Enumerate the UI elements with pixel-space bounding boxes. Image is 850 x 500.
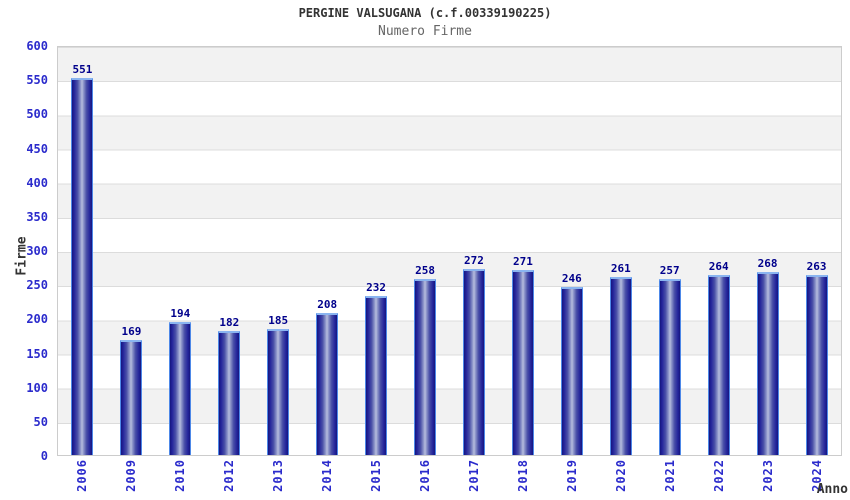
x-tick-label: 2020 — [614, 459, 629, 492]
bar-group: 208 — [303, 47, 352, 455]
x-tick-label: 2012 — [221, 459, 236, 492]
x-tick-label: 2010 — [172, 459, 187, 492]
bar-group: 264 — [694, 47, 743, 455]
x-tick-label: 2013 — [270, 459, 285, 492]
x-tick-cell: 2014 — [302, 459, 351, 492]
bar — [462, 269, 485, 455]
y-tick-label: 0 — [40, 449, 48, 463]
x-tick-cell: 2010 — [155, 459, 204, 492]
bar — [316, 312, 339, 455]
x-tick-cell: 2006 — [57, 459, 106, 492]
bar-group: 194 — [156, 47, 205, 455]
bar — [658, 279, 681, 455]
y-tick-label: 200 — [26, 312, 48, 327]
bar-group: 263 — [792, 47, 841, 455]
bar — [609, 276, 632, 455]
x-tick-cell: 2022 — [695, 459, 744, 492]
bar-value-label: 194 — [170, 307, 191, 321]
bar-group: 232 — [352, 47, 401, 455]
x-tick-cell: 2017 — [450, 459, 499, 492]
bar-value-label: 271 — [512, 254, 533, 268]
bar-value-label: 169 — [121, 324, 142, 338]
x-tick-cell: 2023 — [744, 459, 793, 492]
x-tick-cell: 2015 — [351, 459, 400, 492]
x-tick-cell: 2018 — [499, 459, 548, 492]
bar-value-label: 232 — [366, 281, 387, 295]
x-axis-title: Anno — [816, 482, 848, 497]
bar — [560, 286, 583, 455]
bar-group: 185 — [254, 47, 303, 455]
bar-value-label: 208 — [317, 297, 338, 311]
chart-subtitle: Numero Firme — [378, 24, 472, 39]
bar-group: 169 — [107, 47, 156, 455]
chart-title: PERGINE VALSUGANA (c.f.00339190225) — [298, 6, 552, 20]
x-tick-cell: 2012 — [204, 459, 253, 492]
x-tick-label: 2017 — [467, 459, 482, 492]
bar — [805, 275, 828, 455]
bar-value-label: 263 — [806, 260, 827, 274]
x-tick-label: 2018 — [516, 459, 531, 492]
x-tick-label: 2006 — [74, 459, 89, 492]
x-tick-label: 2019 — [565, 459, 580, 492]
x-tick-label: 2009 — [123, 459, 138, 492]
bar-value-label: 264 — [708, 259, 729, 273]
bar — [365, 296, 388, 455]
x-tick-cell: 2013 — [253, 459, 302, 492]
bar — [707, 274, 730, 455]
x-tick-cell: 2020 — [597, 459, 646, 492]
bar — [756, 271, 779, 455]
bar — [71, 78, 94, 455]
x-axis-tick-labels: 2006 2009 2010 2012 2013 2014 2015 2016 2017 2018… — [57, 459, 842, 492]
bar-group: 271 — [498, 47, 547, 455]
bar-value-label: 257 — [659, 264, 680, 278]
x-tick-label: 2015 — [368, 459, 383, 492]
x-tick-label: 2023 — [761, 459, 776, 492]
y-tick-label: 150 — [26, 346, 48, 361]
x-tick-label: 2021 — [663, 459, 678, 492]
y-tick-label: 450 — [26, 141, 48, 156]
bar-group: 261 — [596, 47, 645, 455]
x-tick-label: 2022 — [712, 459, 727, 492]
bar-value-label: 272 — [464, 254, 484, 268]
plot-area: 551 169 194 182 185 208 232 258 272 271 246 261 257 2… — [57, 46, 842, 456]
bar — [267, 328, 290, 455]
bar — [218, 330, 241, 455]
y-tick-label: 250 — [26, 278, 48, 293]
bar — [120, 339, 143, 455]
y-tick-label: 50 — [33, 414, 48, 429]
bar-value-label: 185 — [268, 313, 289, 327]
bar-value-label: 551 — [72, 63, 93, 77]
y-tick-label: 400 — [26, 175, 48, 190]
x-tick-cell: 2021 — [646, 459, 695, 492]
bar-group: 551 — [58, 47, 107, 455]
y-tick-label: 500 — [26, 107, 48, 122]
bar-group: 257 — [645, 47, 694, 455]
y-tick-label: 100 — [26, 380, 48, 395]
x-tick-cell: 2009 — [106, 459, 155, 492]
x-tick-label: 2016 — [417, 459, 432, 492]
bar-group: 246 — [547, 47, 596, 455]
x-tick-cell: 2016 — [400, 459, 449, 492]
bar-value-label: 268 — [757, 256, 778, 270]
bar-group: 268 — [743, 47, 792, 455]
x-tick-cell: 2019 — [548, 459, 597, 492]
bar-value-label: 261 — [610, 261, 631, 275]
bar-value-label: 182 — [219, 315, 240, 329]
bar-value-label: 258 — [415, 263, 435, 277]
bar — [414, 278, 437, 455]
y-tick-label: 550 — [26, 73, 48, 88]
bar — [169, 322, 192, 455]
bar-group: 272 — [450, 47, 499, 455]
y-tick-label: 300 — [26, 244, 48, 258]
x-tick-label: 2014 — [319, 459, 334, 492]
bar-group: 182 — [205, 47, 254, 455]
y-tick-label: 600 — [26, 39, 48, 53]
bar-value-label: 246 — [561, 271, 582, 285]
y-tick-label: 350 — [26, 209, 48, 224]
bar-group: 258 — [401, 47, 450, 455]
bar — [511, 269, 534, 455]
